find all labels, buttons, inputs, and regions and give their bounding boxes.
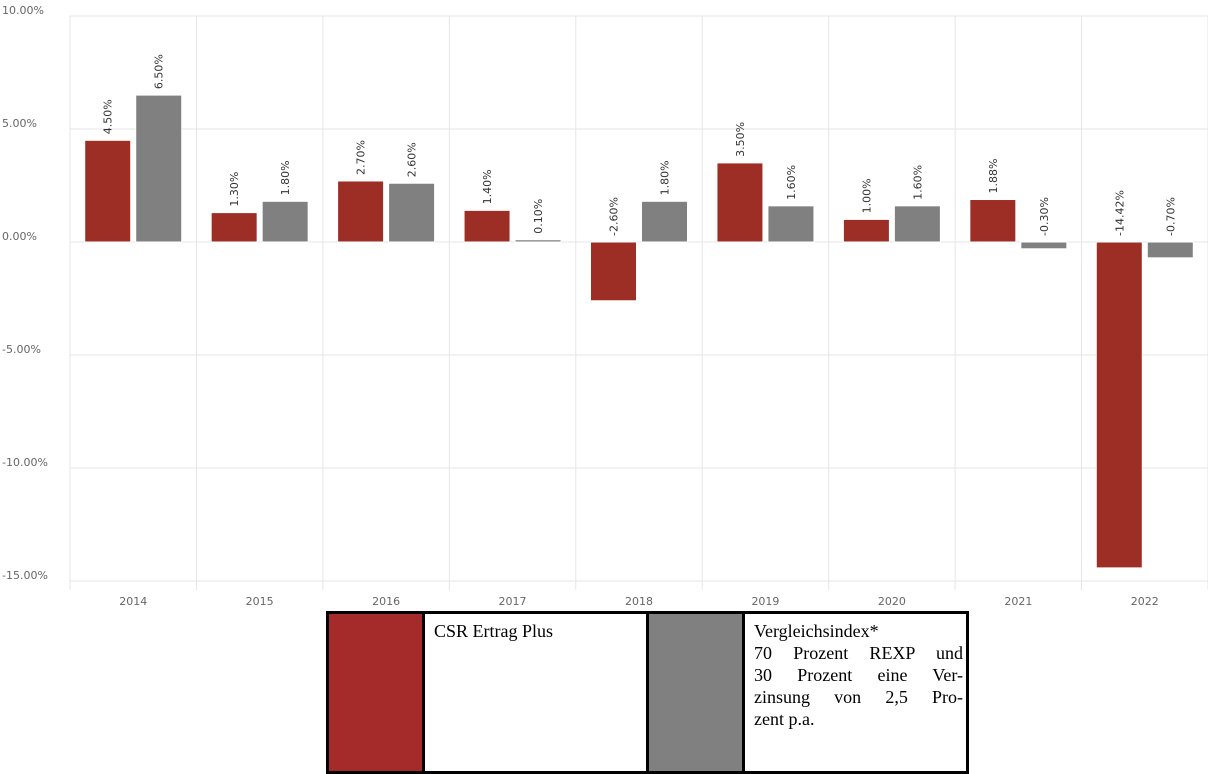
x-tick-label: 2016 (372, 595, 400, 608)
x-tick-label: 2017 (499, 595, 527, 608)
legend-swatch-csr (326, 611, 425, 774)
chart-bars (84, 94, 1194, 569)
bar-csr-2017 (463, 209, 511, 243)
data-label: 1.88% (987, 159, 1000, 194)
bar-csr-2019 (716, 162, 764, 243)
bar-index-2022 (1146, 241, 1194, 259)
y-tick-label: -10.00% (2, 456, 48, 469)
bar-index-2019 (767, 205, 815, 243)
bar-csr-2014 (84, 139, 132, 243)
x-tick-label: 2020 (878, 595, 906, 608)
bar-csr-2015 (210, 212, 258, 243)
x-tick-label: 2022 (1131, 595, 1159, 608)
bar-index-2018 (641, 200, 688, 243)
bar-csr-2021 (969, 199, 1017, 243)
data-label: 1.00% (860, 178, 873, 213)
data-label: 2.70% (355, 140, 368, 175)
x-tick-label: 2014 (119, 595, 147, 608)
legend-text-cell-csr (422, 611, 649, 774)
legend-swatch-index (646, 611, 745, 774)
x-tick-label: 2021 (1004, 595, 1032, 608)
x-tick-label: 2019 (751, 595, 779, 608)
data-label: 1.60% (911, 165, 924, 200)
data-label: -0.30% (1038, 197, 1051, 236)
bar-csr-2016 (337, 180, 385, 243)
bar-index-2015 (261, 200, 309, 243)
data-label: 0.10% (532, 199, 545, 234)
data-label: 1.40% (481, 169, 494, 204)
data-label: 1.60% (785, 165, 798, 200)
y-tick-label: 10.00% (2, 4, 44, 17)
y-tick-label: 0.00% (2, 230, 37, 243)
data-labels: 4.50% 1.30% 2.70% 1.40% -2.60% 3.50% 1.00% 1.88… (102, 54, 1178, 236)
legend-line: Vergleichsindex* (754, 621, 879, 641)
y-tick-label: -5.00% (2, 343, 41, 356)
data-label: 1.30% (228, 172, 241, 207)
bar-index-2020 (893, 205, 941, 243)
legend-text-cell-index (742, 611, 969, 774)
bar-csr-2020 (842, 218, 890, 243)
legend-line: zent p.a. (754, 709, 815, 729)
y-tick-label: -15.00% (2, 569, 48, 582)
legend-line: zinsung von 2,5 Pro- (754, 687, 963, 707)
data-label: 4.50% (102, 99, 115, 134)
legend-line: 70 Prozent REXP und (754, 643, 963, 663)
bar-csr-2018 (590, 241, 637, 302)
legend-line: 30 Prozent eine Ver- (754, 665, 963, 685)
data-label: 1.80% (279, 160, 292, 195)
y-tick-label: 5.00% (2, 117, 37, 130)
x-axis: 2014 2015 2016 2017 2018 2019 2020 2021 2022 (119, 595, 1159, 608)
legend-line: CSR Ertrag Plus (434, 621, 554, 641)
data-label: -14.42% (1113, 190, 1126, 236)
data-label: 2.60% (406, 142, 419, 177)
x-tick-label: 2015 (246, 595, 274, 608)
data-label: 6.50% (153, 54, 166, 89)
data-label: 1.80% (659, 160, 672, 195)
chart-grid (69, 15, 1208, 590)
bar-index-2017 (514, 239, 562, 243)
legend-label-csr: CSR Ertrag Plus (434, 620, 640, 642)
bar-index-2016 (388, 182, 436, 243)
bar-index-2021 (1020, 241, 1068, 250)
bar-chart: 10.00% 5.00% 0.00% -5.00% -10.00% -15.00% 201… (2, 4, 1208, 608)
legend-label-index: Vergleichsindex* 70 Prozent REXP und 30 … (754, 620, 963, 730)
y-axis: 10.00% 5.00% 0.00% -5.00% -10.00% -15.00% (2, 4, 48, 582)
bar-csr-2022 (1095, 241, 1143, 569)
data-label: -0.70% (1164, 197, 1177, 236)
bar-index-2014 (135, 94, 183, 243)
data-label: -2.60% (608, 197, 621, 236)
x-tick-label: 2018 (625, 595, 653, 608)
data-label: 3.50% (734, 122, 747, 157)
